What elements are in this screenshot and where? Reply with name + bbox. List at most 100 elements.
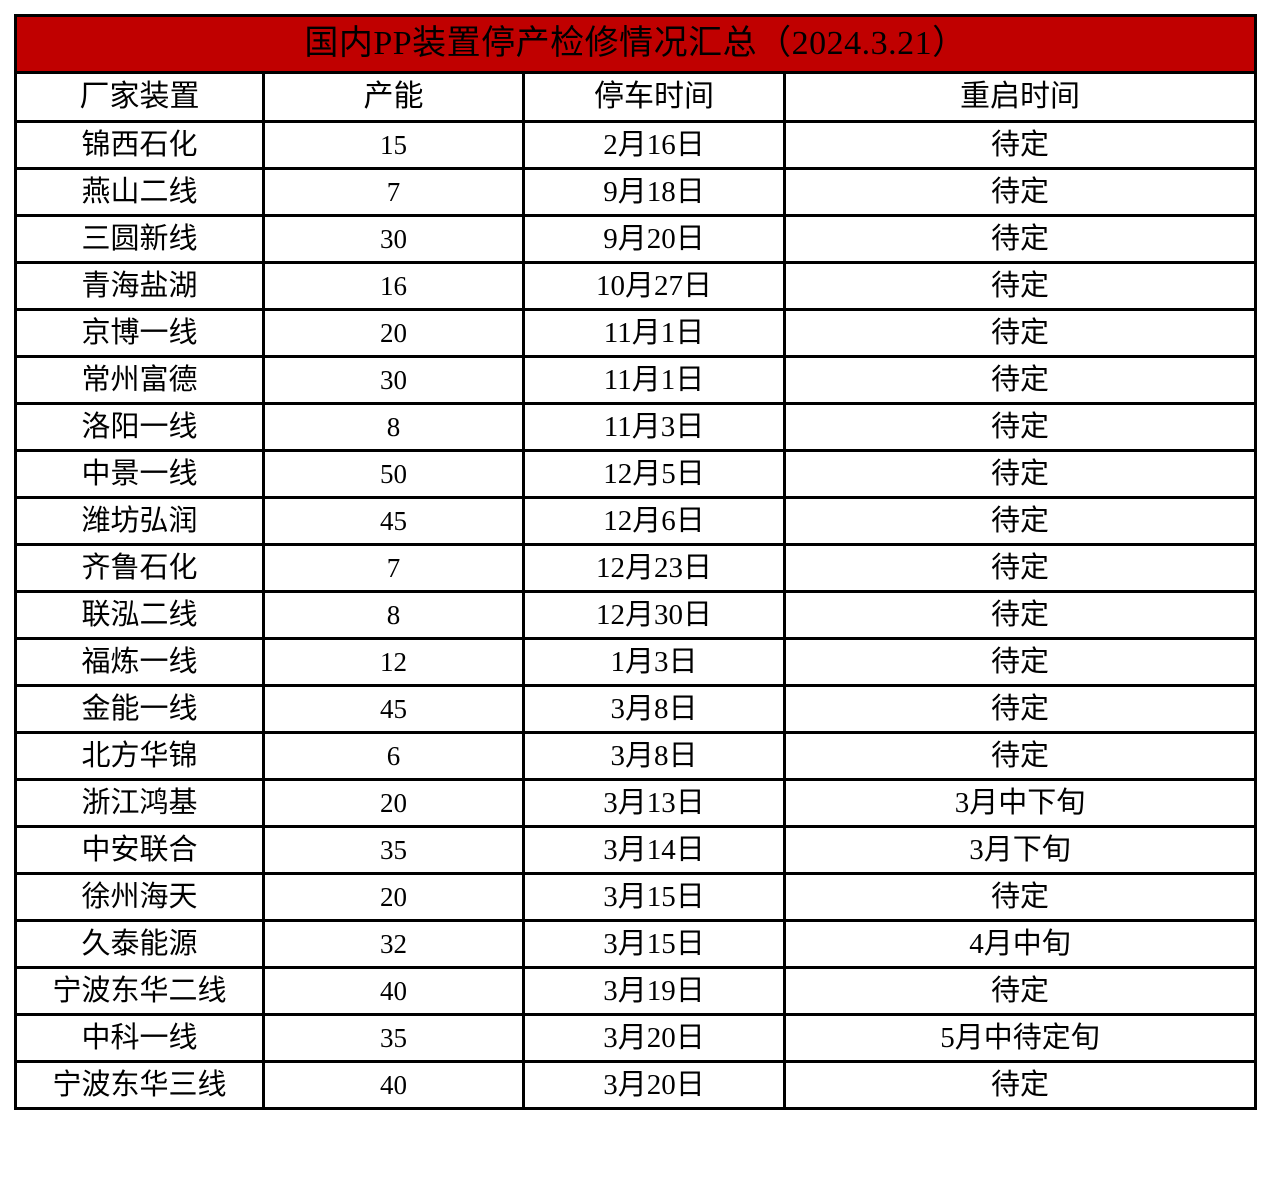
cell-restart-date: 5月中待定旬 xyxy=(782,1013,1258,1063)
cell-restart-date: 4月中旬 xyxy=(782,919,1258,969)
cell-restart-date: 待定 xyxy=(782,684,1258,734)
table-body: 锦西石化 15 2月16日 待定 燕山二线 7 9月18日 待定 三圆新线 30 9月20日 待定 青海… xyxy=(14,120,1258,1110)
table-row: 中安联合 35 3月14日 3月下旬 xyxy=(14,825,1258,875)
column-header-restart-date: 重启时间 xyxy=(782,71,1258,123)
cell-stop-date: 3月15日 xyxy=(522,872,786,922)
cell-plant: 中景一线 xyxy=(14,449,265,499)
cell-plant: 三圆新线 xyxy=(14,214,265,264)
cell-stop-date: 3月15日 xyxy=(522,919,786,969)
cell-capacity: 16 xyxy=(262,261,525,311)
table-row: 中景一线 50 12月5日 待定 xyxy=(14,449,1258,499)
table-row: 锦西石化 15 2月16日 待定 xyxy=(14,120,1258,170)
cell-stop-date: 3月19日 xyxy=(522,966,786,1016)
cell-restart-date: 待定 xyxy=(782,402,1258,452)
cell-restart-date: 待定 xyxy=(782,261,1258,311)
table-row: 福炼一线 12 1月3日 待定 xyxy=(14,637,1258,687)
cell-restart-date: 待定 xyxy=(782,590,1258,640)
cell-stop-date: 11月1日 xyxy=(522,308,786,358)
cell-restart-date: 待定 xyxy=(782,731,1258,781)
cell-capacity: 40 xyxy=(262,966,525,1016)
cell-stop-date: 10月27日 xyxy=(522,261,786,311)
cell-stop-date: 3月8日 xyxy=(522,731,786,781)
table-row: 徐州海天 20 3月15日 待定 xyxy=(14,872,1258,922)
cell-restart-date: 待定 xyxy=(782,872,1258,922)
cell-capacity: 7 xyxy=(262,167,525,217)
cell-plant: 联泓二线 xyxy=(14,590,265,640)
cell-plant: 宁波东华二线 xyxy=(14,966,265,1016)
table-row: 联泓二线 8 12月30日 待定 xyxy=(14,590,1258,640)
cell-capacity: 8 xyxy=(262,402,525,452)
cell-capacity: 7 xyxy=(262,543,525,593)
cell-stop-date: 12月23日 xyxy=(522,543,786,593)
cell-plant: 北方华锦 xyxy=(14,731,265,781)
cell-restart-date: 待定 xyxy=(782,449,1258,499)
title-row: 国内PP装置停产检修情况汇总（2024.3.21） xyxy=(13,14,1258,74)
cell-capacity: 30 xyxy=(262,214,525,264)
table-title: 国内PP装置停产检修情况汇总（2024.3.21） xyxy=(13,14,1258,74)
cell-stop-date: 12月6日 xyxy=(522,496,786,546)
table-row: 三圆新线 30 9月20日 待定 xyxy=(14,214,1258,264)
cell-capacity: 20 xyxy=(262,872,525,922)
cell-stop-date: 3月20日 xyxy=(522,1060,786,1110)
cell-plant: 中安联合 xyxy=(14,825,265,875)
cell-restart-date: 3月中下旬 xyxy=(782,778,1258,828)
cell-restart-date: 待定 xyxy=(782,214,1258,264)
cell-capacity: 45 xyxy=(262,684,525,734)
cell-capacity: 40 xyxy=(262,1060,525,1110)
table-row: 宁波东华三线 40 3月20日 待定 xyxy=(14,1060,1258,1110)
cell-plant: 京博一线 xyxy=(14,308,265,358)
cell-stop-date: 12月5日 xyxy=(522,449,786,499)
table-row: 青海盐湖 16 10月27日 待定 xyxy=(14,261,1258,311)
cell-plant: 锦西石化 xyxy=(14,120,265,170)
cell-stop-date: 9月18日 xyxy=(522,167,786,217)
cell-stop-date: 3月13日 xyxy=(522,778,786,828)
cell-plant: 中科一线 xyxy=(14,1013,265,1063)
table-head: 国内PP装置停产检修情况汇总（2024.3.21） 厂家装置 产能 停车时间 重… xyxy=(13,14,1258,123)
cell-plant: 金能一线 xyxy=(14,684,265,734)
table-row: 金能一线 45 3月8日 待定 xyxy=(14,684,1258,734)
header-row: 厂家装置 产能 停车时间 重启时间 xyxy=(14,71,1258,123)
cell-restart-date: 待定 xyxy=(782,966,1258,1016)
cell-capacity: 35 xyxy=(262,1013,525,1063)
cell-stop-date: 3月20日 xyxy=(522,1013,786,1063)
cell-restart-date: 待定 xyxy=(782,496,1258,546)
cell-capacity: 45 xyxy=(262,496,525,546)
cell-plant: 齐鲁石化 xyxy=(14,543,265,593)
cell-stop-date: 3月14日 xyxy=(522,825,786,875)
cell-capacity: 32 xyxy=(262,919,525,969)
table-row: 宁波东华二线 40 3月19日 待定 xyxy=(14,966,1258,1016)
cell-capacity: 50 xyxy=(262,449,525,499)
table-row: 中科一线 35 3月20日 5月中待定旬 xyxy=(14,1013,1258,1063)
cell-plant: 福炼一线 xyxy=(14,637,265,687)
cell-capacity: 8 xyxy=(262,590,525,640)
cell-plant: 徐州海天 xyxy=(14,872,265,922)
cell-plant: 常州富德 xyxy=(14,355,265,405)
cell-restart-date: 待定 xyxy=(782,167,1258,217)
cell-capacity: 20 xyxy=(262,308,525,358)
table-row: 北方华锦 6 3月8日 待定 xyxy=(14,731,1258,781)
cell-stop-date: 9月20日 xyxy=(522,214,786,264)
cell-plant: 燕山二线 xyxy=(14,167,265,217)
cell-plant: 浙江鸿基 xyxy=(14,778,265,828)
cell-restart-date: 待定 xyxy=(782,355,1258,405)
cell-stop-date: 1月3日 xyxy=(522,637,786,687)
pp-shutdown-maintenance-table: 国内PP装置停产检修情况汇总（2024.3.21） 厂家装置 产能 停车时间 重… xyxy=(13,14,1258,1110)
cell-restart-date: 待定 xyxy=(782,120,1258,170)
column-header-plant: 厂家装置 xyxy=(14,71,265,123)
table-row: 京博一线 20 11月1日 待定 xyxy=(14,308,1258,358)
column-header-capacity: 产能 xyxy=(262,71,525,123)
table-row: 燕山二线 7 9月18日 待定 xyxy=(14,167,1258,217)
cell-plant: 久泰能源 xyxy=(14,919,265,969)
column-header-stop-date: 停车时间 xyxy=(522,71,786,123)
cell-capacity: 30 xyxy=(262,355,525,405)
cell-restart-date: 待定 xyxy=(782,543,1258,593)
table-row: 久泰能源 32 3月15日 4月中旬 xyxy=(14,919,1258,969)
cell-restart-date: 待定 xyxy=(782,308,1258,358)
table-row: 潍坊弘润 45 12月6日 待定 xyxy=(14,496,1258,546)
cell-plant: 宁波东华三线 xyxy=(14,1060,265,1110)
table-row: 常州富德 30 11月1日 待定 xyxy=(14,355,1258,405)
cell-capacity: 20 xyxy=(262,778,525,828)
cell-capacity: 15 xyxy=(262,120,525,170)
table-row: 齐鲁石化 7 12月23日 待定 xyxy=(14,543,1258,593)
